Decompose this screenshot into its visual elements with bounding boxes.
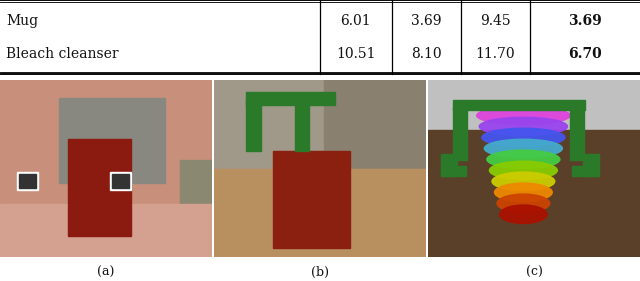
- Ellipse shape: [490, 161, 557, 180]
- Text: 3.69: 3.69: [568, 14, 602, 28]
- Bar: [583, 155, 598, 176]
- Bar: [246, 98, 260, 151]
- Bar: [441, 166, 466, 176]
- Ellipse shape: [484, 139, 563, 158]
- Text: (a): (a): [97, 266, 115, 279]
- Text: Mug: Mug: [6, 14, 38, 28]
- Ellipse shape: [482, 128, 565, 147]
- Bar: [572, 166, 598, 176]
- Bar: [17, 172, 38, 190]
- Text: 6.70: 6.70: [568, 47, 602, 61]
- Bar: [453, 107, 467, 160]
- Bar: [273, 151, 349, 248]
- Text: 10.51: 10.51: [336, 47, 376, 61]
- Bar: [68, 139, 131, 236]
- Ellipse shape: [492, 172, 555, 191]
- Bar: [570, 107, 584, 160]
- Ellipse shape: [495, 183, 552, 201]
- Ellipse shape: [479, 117, 568, 136]
- Bar: [246, 92, 335, 105]
- Bar: [441, 155, 456, 176]
- Ellipse shape: [497, 194, 550, 212]
- Bar: [294, 98, 309, 151]
- Text: 6.01: 6.01: [340, 14, 371, 28]
- Bar: [180, 160, 212, 257]
- Text: (c): (c): [525, 266, 543, 279]
- Bar: [60, 98, 165, 183]
- Ellipse shape: [500, 205, 547, 223]
- Text: 8.10: 8.10: [411, 47, 442, 61]
- Text: 11.70: 11.70: [476, 47, 515, 61]
- Text: 3.69: 3.69: [411, 14, 442, 28]
- Bar: [0, 204, 212, 257]
- Bar: [428, 80, 640, 130]
- Bar: [19, 174, 36, 188]
- Ellipse shape: [487, 150, 560, 169]
- Text: Bleach cleanser: Bleach cleanser: [6, 47, 119, 61]
- Bar: [214, 169, 426, 257]
- Text: 9.45: 9.45: [480, 14, 511, 28]
- Text: (b): (b): [311, 266, 329, 279]
- Bar: [324, 80, 426, 169]
- Bar: [428, 130, 640, 257]
- Bar: [110, 172, 131, 190]
- Bar: [453, 100, 585, 110]
- Ellipse shape: [477, 106, 570, 125]
- Bar: [113, 174, 129, 188]
